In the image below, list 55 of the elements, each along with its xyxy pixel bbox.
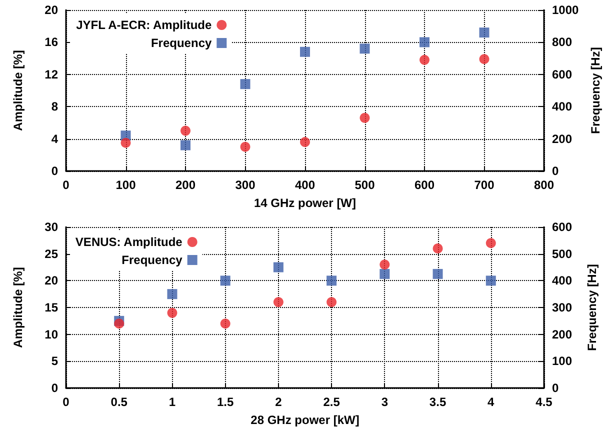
x-tick-label: 1 — [168, 395, 176, 409]
y-tick-label: 8 — [51, 100, 58, 114]
y-tick-label: 30 — [44, 220, 58, 234]
x-tick-label: 300 — [235, 178, 256, 192]
y-tick-label: 12 — [44, 67, 58, 82]
y-axis-title: Amplitude [%] — [11, 50, 25, 131]
legend-label: Frequency — [122, 253, 183, 267]
x-tick-label: 700 — [474, 178, 495, 192]
y2-tick-label: 600 — [552, 220, 572, 234]
y-tick-label: 10 — [44, 327, 58, 342]
y-tick-label: 15 — [44, 300, 58, 314]
y2-tick-label: 400 — [552, 274, 572, 288]
x-tick-label: 100 — [116, 178, 136, 192]
y-tick-label: 16 — [44, 35, 58, 50]
x-tick-label: 600 — [414, 178, 435, 192]
y2-tick-label: 200 — [552, 132, 572, 146]
x-tick-label: 4 — [488, 395, 495, 409]
x-tick-label: 2.5 — [323, 395, 340, 409]
legend-label: Frequency — [150, 36, 212, 50]
y-tick-label: 0 — [51, 381, 58, 395]
y-tick-label: 25 — [44, 246, 58, 261]
y2-axis-title: Frequency [Hz] — [585, 264, 599, 351]
y-tick-label: 20 — [44, 3, 58, 17]
x-tick-label: 500 — [354, 178, 376, 192]
x-tick-label: 800 — [534, 178, 554, 192]
x-tick-label: 3.5 — [429, 395, 446, 409]
x-tick-label: 200 — [175, 178, 196, 192]
x-tick-label: 400 — [294, 178, 316, 192]
x-tick-label: 0 — [62, 395, 70, 409]
y2-tick-label: 400 — [552, 100, 572, 114]
x-axis-title: 14 GHz power [W] — [254, 196, 356, 210]
y-axis-title: Amplitude [%] — [11, 267, 25, 348]
y-tick-label: 20 — [44, 274, 58, 288]
x-axis-title: 28 GHz power [kW] — [250, 413, 360, 427]
y2-tick-label: 100 — [552, 354, 572, 368]
y2-tick-label: 500 — [552, 246, 572, 261]
x-tick-label: 2 — [275, 395, 282, 409]
x-tick-label: 0.5 — [110, 395, 128, 409]
y-tick-label: 0 — [51, 164, 58, 178]
y2-tick-label: 600 — [552, 67, 572, 82]
x-tick-label: 3 — [381, 395, 388, 409]
y-tick-label: 5 — [51, 354, 58, 368]
y2-tick-label: 800 — [552, 35, 572, 50]
legend-label: JYFL A-ECR: Amplitude — [76, 18, 212, 32]
y2-tick-label: 200 — [552, 327, 572, 342]
x-tick-label: 4.5 — [536, 395, 553, 409]
legend-label: VENUS: Amplitude — [75, 235, 183, 249]
y2-tick-label: 0 — [552, 381, 559, 395]
y2-tick-label: 0 — [552, 164, 559, 178]
y2-tick-label: 300 — [552, 300, 572, 314]
y2-axis-title: Frequency [Hz] — [588, 47, 603, 134]
y-tick-label: 4 — [51, 132, 58, 146]
x-tick-label: 1.5 — [216, 395, 234, 409]
y2-tick-label: 1000 — [552, 3, 580, 17]
x-tick-label: 0 — [62, 178, 70, 192]
